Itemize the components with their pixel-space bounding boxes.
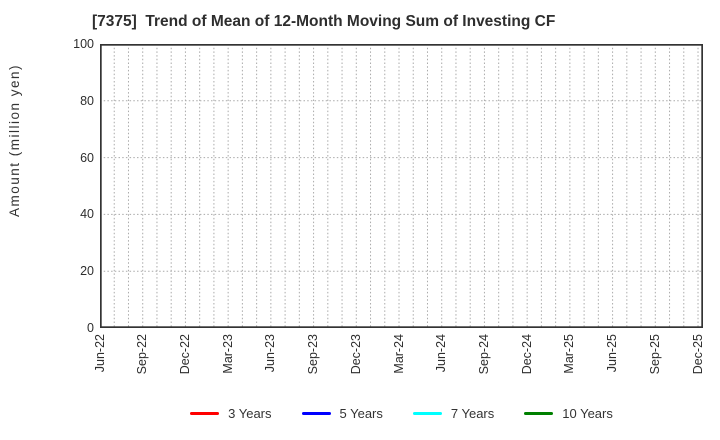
x-tick-label: Dec-24: [519, 334, 534, 375]
y-tick-label: 100: [73, 37, 94, 51]
chart-title: [7375] Trend of Mean of 12-Month Moving …: [92, 13, 556, 30]
legend-label: 5 Years: [339, 405, 383, 421]
x-tick-label: Mar-23: [220, 334, 235, 374]
legend: 3 Years 5 Years 7 Years 10 Years: [100, 403, 703, 423]
legend-item-5-years: 5 Years: [301, 405, 383, 421]
legend-label: 7 Years: [450, 405, 495, 421]
x-tick-label: Jun-23: [263, 334, 278, 373]
legend-line-swatch-7-years: [412, 411, 442, 415]
y-tick-label: 80: [80, 93, 94, 108]
y-tick-label: 0: [87, 321, 94, 335]
x-tick-label: Sep-23: [306, 334, 321, 375]
x-tick-label: Dec-22: [177, 334, 192, 375]
plot-area: [100, 44, 703, 328]
y-axis-title: Amount (million yen): [7, 64, 22, 218]
x-tick-label: Jun-25: [605, 334, 620, 373]
plot-frame: [100, 44, 703, 328]
x-tick-label: Sep-22: [135, 334, 150, 375]
y-tick-label: 40: [80, 207, 94, 222]
legend-line-swatch-3-years: [190, 411, 220, 415]
x-tick-label: Sep-25: [647, 334, 662, 375]
legend-line-swatch-5-years: [301, 411, 331, 415]
x-tick-label: Mar-24: [391, 334, 406, 374]
legend-label: 10 Years: [562, 405, 613, 421]
x-tick-label: Mar-25: [562, 334, 577, 374]
x-tick-label: Jun-24: [434, 334, 449, 373]
x-tick-label: Dec-23: [348, 334, 363, 375]
y-tick-label: 20: [80, 264, 94, 279]
x-tick-label: Sep-24: [476, 334, 491, 375]
legend-label: 3 Years: [228, 405, 272, 421]
legend-item-10-years: 10 Years: [524, 406, 613, 421]
x-tick-label: Dec-25: [690, 334, 705, 375]
y-tick-label: 60: [80, 150, 94, 165]
x-tick-label: Jun-22: [92, 334, 107, 373]
legend-item-3-years: 3 Years: [190, 405, 272, 421]
legend-item-7-years: 7 Years: [412, 405, 495, 421]
legend-line-swatch-10-years: [524, 411, 554, 415]
